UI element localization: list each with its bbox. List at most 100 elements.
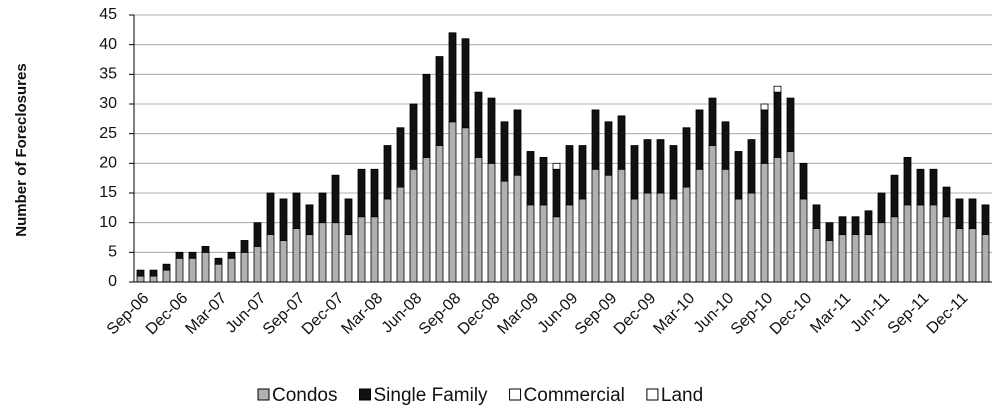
bar-segment	[565, 204, 574, 283]
bar-segment	[968, 198, 977, 230]
bar-segment	[669, 145, 678, 200]
y-tick-label: 40	[99, 36, 117, 53]
y-tick-label: 5	[108, 244, 117, 261]
bar-segment	[812, 228, 821, 283]
bar-segment	[344, 198, 353, 235]
bar-segment	[162, 263, 171, 271]
bar-segment	[149, 269, 158, 277]
bar-segment	[903, 204, 912, 283]
y-tick-label: 15	[99, 184, 117, 201]
x-tick-label: Mar-11	[807, 290, 854, 337]
bar-segment	[747, 139, 756, 194]
bar-segment	[162, 269, 171, 283]
x-tick-label: Sep-08	[416, 290, 465, 339]
bar-segment	[617, 168, 626, 283]
bar-segment	[929, 204, 938, 283]
x-tick-label: Mar-07	[182, 290, 230, 338]
bar-segment	[435, 145, 444, 283]
x-tick-label: Dec-11	[924, 290, 972, 338]
bar-segment	[955, 228, 964, 283]
legend-swatch	[646, 388, 659, 401]
bar-segment	[760, 162, 769, 283]
legend-label: Land	[661, 385, 703, 406]
bar-segment	[721, 121, 730, 170]
bar-segment	[695, 109, 704, 170]
bar-segment	[357, 168, 366, 218]
bar-segment	[201, 251, 210, 283]
y-tick-label: 45	[99, 6, 117, 23]
bar-segment	[175, 251, 184, 259]
x-tick-label: Mar-09	[494, 290, 542, 338]
bar-segment	[331, 222, 340, 283]
bar-segment	[864, 210, 873, 235]
bar-segment	[448, 121, 457, 283]
legend-label: Single Family	[374, 385, 489, 406]
bar-segment	[240, 240, 249, 253]
bar-segment	[331, 174, 340, 224]
y-tick-label: 35	[99, 66, 117, 83]
bar-segment	[422, 156, 431, 283]
bar-segment	[149, 275, 158, 283]
bar-segment	[604, 121, 613, 176]
bar-segment	[292, 228, 301, 283]
bar-segment	[357, 216, 366, 283]
bar-segment	[955, 198, 964, 230]
bar-segment	[968, 228, 977, 283]
bar-segment	[708, 145, 717, 283]
bar-segment	[383, 145, 392, 200]
bar-segment	[786, 151, 795, 283]
legend-label: Condos	[272, 385, 338, 406]
bar-segment	[253, 222, 262, 247]
bar-segment	[513, 174, 522, 283]
bar-segment	[825, 222, 834, 241]
bar-segment	[942, 216, 951, 283]
bar-segment	[799, 198, 808, 283]
x-tick-label: Sep-06	[104, 290, 153, 339]
x-tick-label: Dec-09	[611, 290, 660, 339]
bar-segment	[890, 216, 899, 283]
bar-segment	[773, 91, 782, 158]
x-tick-label: Sep-11	[885, 290, 933, 338]
bar-segment	[617, 115, 626, 170]
bar-segment	[669, 198, 678, 283]
bar-segment	[812, 204, 821, 230]
bar-segment	[370, 216, 379, 283]
bar-segment	[942, 186, 951, 218]
bar-segment	[188, 251, 197, 259]
bar-segment	[227, 257, 236, 283]
bar-segment	[708, 97, 717, 146]
bar-segment	[643, 139, 652, 194]
bar-segment	[578, 145, 587, 200]
bar-segment	[214, 257, 223, 265]
bar-segment	[760, 109, 769, 164]
bar-segment	[773, 85, 782, 93]
bar-segment	[539, 204, 548, 283]
x-tick-label: Sep-10	[728, 290, 777, 339]
bar-segment	[201, 245, 210, 253]
bar-segment	[396, 127, 405, 188]
bar-segment	[214, 263, 223, 283]
bar-segment	[461, 127, 470, 283]
bar-segment	[396, 186, 405, 283]
bar-segment	[318, 222, 327, 283]
bar-segment	[643, 192, 652, 283]
y-axis-title: Number of Foreclosures	[13, 63, 30, 236]
bar-segment	[760, 103, 769, 111]
bar-segment	[487, 97, 496, 164]
bar-segment	[500, 180, 509, 283]
bar-segment	[305, 204, 314, 235]
x-tick-label: Sep-09	[572, 290, 621, 339]
bar-segment	[838, 216, 847, 235]
bar-segment	[305, 234, 314, 283]
y-tick-label: 0	[108, 273, 117, 290]
x-tick-label: Dec-08	[455, 290, 504, 339]
bar-segment	[903, 156, 912, 206]
bar-segment	[630, 145, 639, 200]
bar-segment	[526, 204, 535, 283]
bar-segment	[695, 168, 704, 283]
bar-segment	[487, 162, 496, 283]
bar-segment	[409, 103, 418, 170]
bar-segment	[682, 127, 691, 188]
bar-segment	[565, 145, 574, 206]
